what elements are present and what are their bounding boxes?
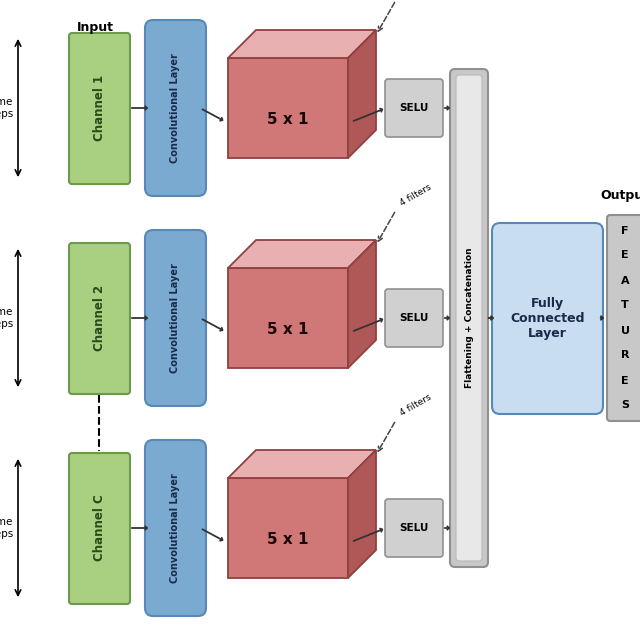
Text: Input: Input xyxy=(77,22,113,34)
Text: 4 filters: 4 filters xyxy=(398,183,433,208)
Polygon shape xyxy=(228,450,376,478)
Text: Convolutional Layer: Convolutional Layer xyxy=(170,473,180,583)
Text: T: T xyxy=(621,300,629,311)
Text: Time
Steps: Time Steps xyxy=(0,517,14,539)
Text: SELU: SELU xyxy=(399,313,429,323)
Text: E: E xyxy=(621,251,629,260)
Text: S: S xyxy=(621,401,629,410)
Text: F: F xyxy=(621,225,628,235)
Polygon shape xyxy=(228,478,348,578)
Text: Time
Steps: Time Steps xyxy=(0,97,14,119)
Text: Time
Steps: Time Steps xyxy=(0,308,14,329)
FancyBboxPatch shape xyxy=(145,440,206,616)
Text: 5 x 1: 5 x 1 xyxy=(268,322,308,338)
Text: Flattening + Concatenation: Flattening + Concatenation xyxy=(465,248,474,389)
Text: U: U xyxy=(621,325,630,336)
FancyBboxPatch shape xyxy=(450,69,488,567)
Polygon shape xyxy=(348,240,376,368)
FancyBboxPatch shape xyxy=(385,289,443,347)
FancyBboxPatch shape xyxy=(456,75,482,561)
FancyBboxPatch shape xyxy=(69,33,130,184)
Text: 5 x 1: 5 x 1 xyxy=(268,533,308,547)
Text: SELU: SELU xyxy=(399,103,429,113)
Text: R: R xyxy=(621,350,629,360)
Text: Convolutional Layer: Convolutional Layer xyxy=(170,53,180,163)
FancyBboxPatch shape xyxy=(69,243,130,394)
FancyBboxPatch shape xyxy=(145,20,206,196)
Text: SELU: SELU xyxy=(399,523,429,533)
Polygon shape xyxy=(228,58,348,158)
Text: 4 filters: 4 filters xyxy=(398,393,433,418)
Polygon shape xyxy=(348,450,376,578)
Text: Fully
Connected
Layer: Fully Connected Layer xyxy=(510,297,585,339)
Polygon shape xyxy=(348,30,376,158)
FancyBboxPatch shape xyxy=(385,79,443,137)
Text: Channel 2: Channel 2 xyxy=(93,285,106,351)
Text: A: A xyxy=(621,276,629,285)
Polygon shape xyxy=(228,268,348,368)
Polygon shape xyxy=(228,30,376,58)
Text: Channel C: Channel C xyxy=(93,494,106,561)
Text: 5 x 1: 5 x 1 xyxy=(268,112,308,128)
FancyBboxPatch shape xyxy=(145,230,206,406)
FancyBboxPatch shape xyxy=(69,453,130,604)
Text: Channel 1: Channel 1 xyxy=(93,75,106,141)
FancyBboxPatch shape xyxy=(492,223,603,414)
Text: Output: Output xyxy=(600,189,640,202)
Text: Convolutional Layer: Convolutional Layer xyxy=(170,263,180,373)
Text: E: E xyxy=(621,376,629,385)
Polygon shape xyxy=(228,240,376,268)
FancyBboxPatch shape xyxy=(607,215,640,421)
FancyBboxPatch shape xyxy=(385,499,443,557)
